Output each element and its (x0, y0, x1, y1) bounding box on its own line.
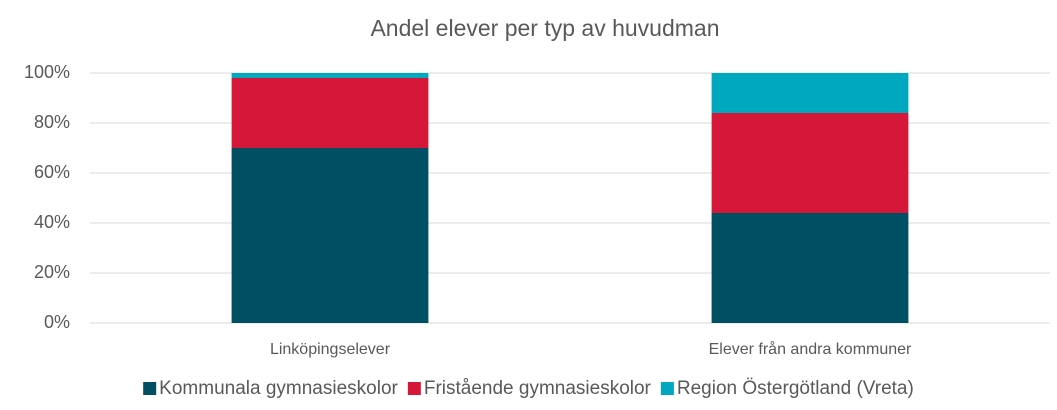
legend-label: Kommunala gymnasieskolor (159, 378, 398, 399)
x-tick-label: Linköpingselever (270, 341, 391, 358)
y-tick-label: 0% (44, 312, 70, 332)
bar-segment (231, 78, 429, 148)
bar-segment (711, 113, 909, 213)
y-tick-label: 100% (24, 62, 70, 82)
legend-swatch (143, 382, 157, 395)
y-tick-label: 40% (34, 212, 70, 232)
bar-segment (711, 213, 909, 323)
x-tick-label: Elever från andra kommuner (709, 340, 912, 358)
y-tick-label: 20% (34, 262, 70, 282)
y-tick-label: 60% (34, 162, 70, 182)
bar-segment (711, 73, 909, 113)
legend-swatch (407, 382, 421, 395)
bar-segment (231, 148, 429, 323)
y-tick-label: 80% (34, 112, 70, 132)
legend-label: Region Östergötland (Vreta) (677, 378, 914, 399)
legend-label: Fristående gymnasieskolor (424, 378, 652, 399)
bar-segment (231, 73, 429, 78)
chart-title: Andel elever per typ av huvudman (370, 15, 719, 41)
legend-swatch (660, 382, 674, 395)
